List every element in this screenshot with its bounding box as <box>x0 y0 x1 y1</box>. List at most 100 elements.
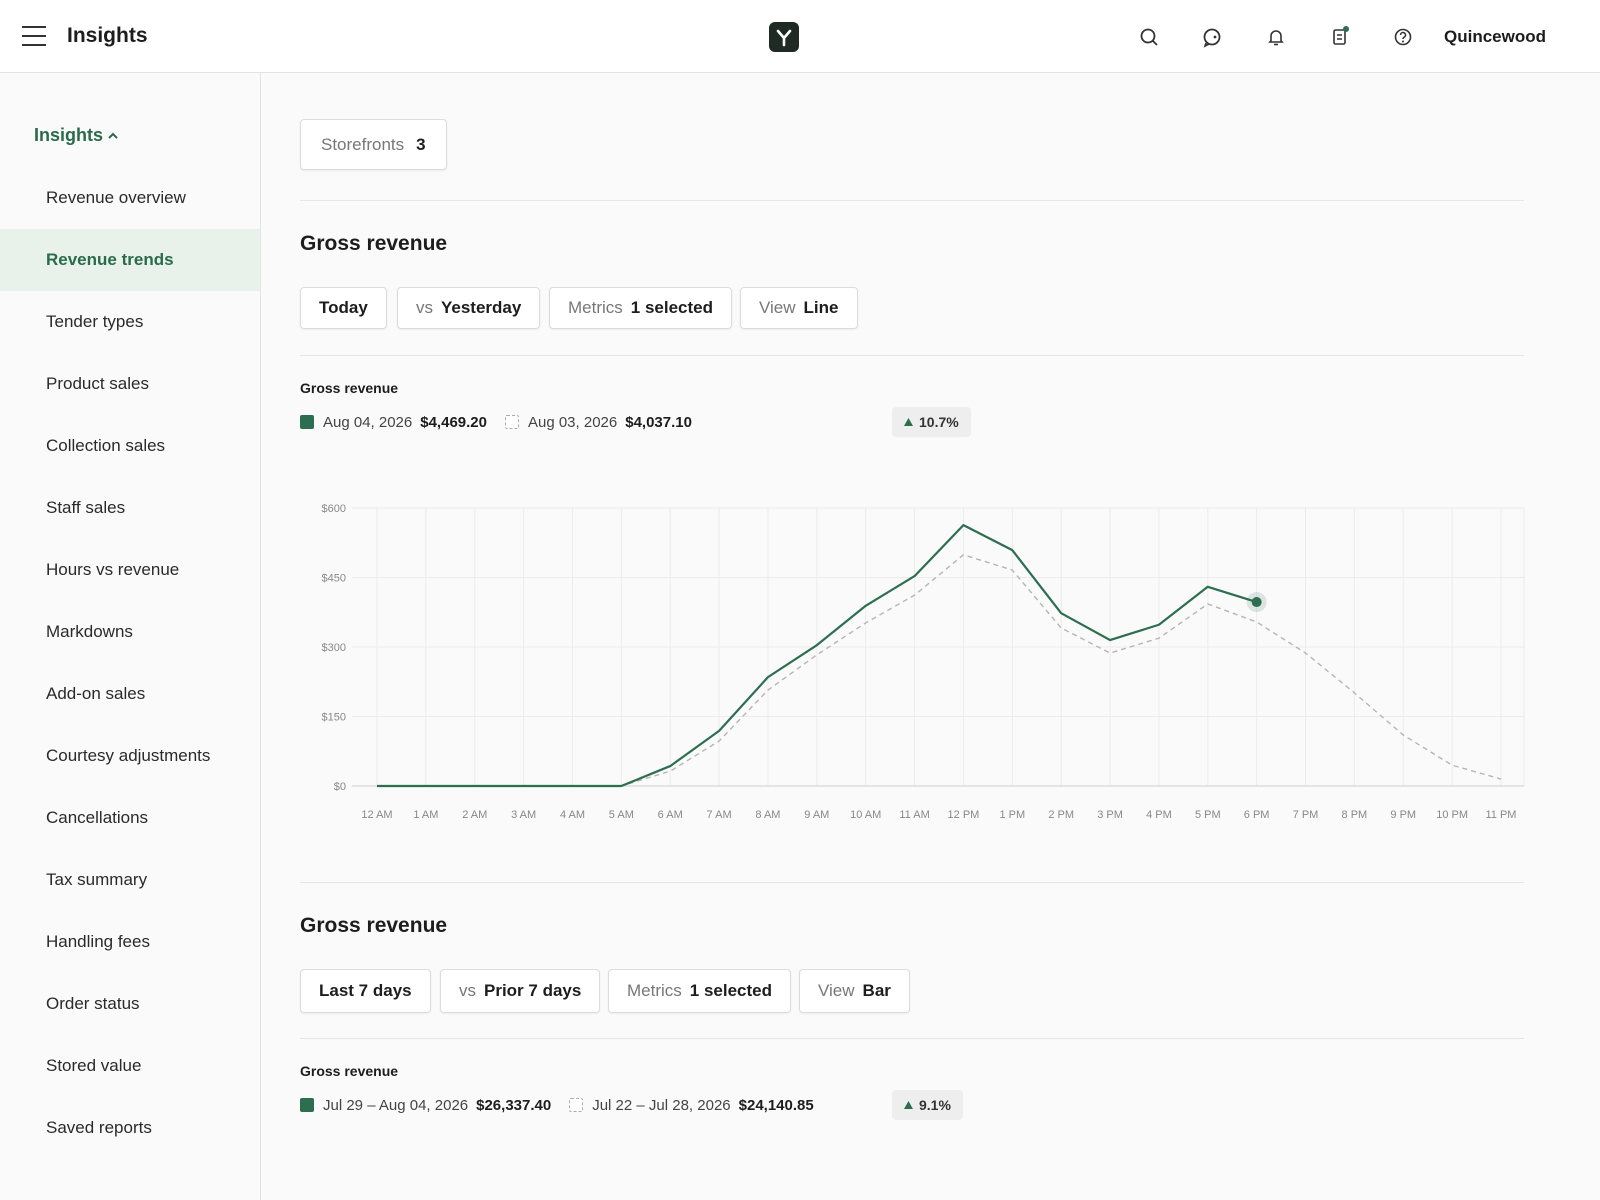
nav-item[interactable]: Tax summary <box>46 870 148 889</box>
logo[interactable] <box>769 22 799 52</box>
nav-item[interactable]: Stored value <box>46 1056 142 1075</box>
filter-label: vs <box>459 981 476 1000</box>
x-tick-label: 1 AM <box>413 809 438 821</box>
bell-icon[interactable] <box>1268 30 1284 46</box>
search-icon[interactable] <box>1140 28 1158 46</box>
filter-value: Line <box>803 298 839 317</box>
nav-item[interactable]: Revenue trends <box>0 229 260 291</box>
filter-button[interactable]: vs Yesterday <box>397 287 541 329</box>
legend-total: $26,337.40 <box>476 1096 552 1114</box>
x-tick-label: 7 PM <box>1293 809 1319 821</box>
x-tick-label: 12 AM <box>361 809 392 821</box>
y-tick-label: $150 <box>322 712 346 724</box>
filter-button[interactable]: vs Prior 7 days <box>440 969 601 1013</box>
orders-icon[interactable] <box>1333 26 1349 45</box>
nav-item[interactable]: Markdowns <box>46 622 133 641</box>
divider <box>300 1038 1524 1039</box>
nav-item[interactable]: Saved reports <box>46 1118 152 1137</box>
legend-swatch <box>569 1098 584 1112</box>
icon-bar <box>1140 26 1412 48</box>
filter-label: Metrics <box>568 298 623 317</box>
legend: Aug 04, 2026 $4,469.20 Aug 03, 2026 $4,037.… <box>300 412 710 432</box>
filter-button[interactable]: Metrics 1 selected <box>608 969 792 1013</box>
help-icon[interactable] <box>1394 28 1412 46</box>
divider <box>300 200 1524 201</box>
filter-value: Prior 7 days <box>484 981 582 1000</box>
filter-value: 3 <box>416 134 426 154</box>
filter-value: Yesterday <box>441 298 522 317</box>
nav-section[interactable]: Insights <box>34 125 104 145</box>
divider <box>300 882 1524 883</box>
x-tick-label: 9 AM <box>804 809 829 821</box>
nav-item[interactable]: Product sales <box>46 374 149 393</box>
legend-title: Gross revenue <box>300 1063 399 1079</box>
nav-item[interactable]: Cancellations <box>46 808 149 827</box>
filter-value: 1 selected <box>689 981 773 1000</box>
y-tick-label: $450 <box>322 573 346 585</box>
filter-button[interactable]: View Line <box>740 287 858 329</box>
hover-point <box>1251 597 1262 608</box>
legend-swatch <box>504 415 519 429</box>
menu-button[interactable] <box>20 24 48 48</box>
up-arrow-shape <box>904 418 913 426</box>
filter-value: Bar <box>862 981 891 1000</box>
legend-item: Jul 22 – Jul 28, 2026 $24,140.85 <box>569 1097 814 1114</box>
change-badge: 10.7% <box>892 407 971 437</box>
nav-item[interactable]: Collection sales <box>46 436 166 455</box>
legend-item: Aug 03, 2026 $4,037.10 <box>504 413 692 431</box>
nav-item[interactable]: Revenue overview <box>46 188 186 207</box>
filter-value: 1 selected <box>630 298 714 317</box>
x-tick-label: 2 PM <box>1048 809 1074 821</box>
user-name[interactable]: Quincewood <box>1444 27 1546 46</box>
nav-item[interactable]: Courtesy adjustments <box>46 746 211 765</box>
filter-label: View <box>818 981 855 1000</box>
change-value: 10.7% <box>919 414 959 430</box>
legend-total: $24,140.85 <box>738 1096 814 1114</box>
nav-item[interactable]: Add-on sales <box>46 684 146 703</box>
legend-name: Aug 03, 2026 <box>527 413 618 431</box>
up-arrow <box>904 1101 913 1109</box>
page-title: Insights <box>67 24 148 47</box>
filter-button[interactable]: Metrics 1 selected <box>549 287 733 329</box>
x-tick-label: 10 PM <box>1436 809 1468 821</box>
nav-item[interactable]: Handling fees <box>46 932 150 951</box>
chevron-up[interactable] <box>106 129 120 143</box>
nav-item[interactable]: Order status <box>46 994 140 1013</box>
x-tick-label: 6 AM <box>658 809 683 821</box>
nav-item[interactable]: Tender types <box>46 312 144 331</box>
legend-swatch <box>300 415 314 429</box>
filter-label: Metrics <box>627 981 682 1000</box>
legend: Jul 29 – Aug 04, 2026 $26,337.40 Jul 22 – … <box>300 1095 832 1115</box>
section-title: Gross revenue <box>300 232 448 255</box>
up-arrow-shape <box>904 1101 913 1109</box>
x-tick-label: 11 PM <box>1486 809 1517 821</box>
x-tick-label: 4 AM <box>560 809 585 821</box>
legend-name: Jul 29 – Aug 04, 2026 <box>323 1096 469 1114</box>
x-tick-label: 4 PM <box>1146 809 1172 821</box>
nav-item[interactable]: Hours vs revenue <box>46 560 180 579</box>
change-badge: 9.1% <box>892 1090 963 1120</box>
up-arrow <box>904 418 913 426</box>
x-tick-label: 11 AM <box>899 809 929 821</box>
nav-item[interactable]: Staff sales <box>46 498 126 517</box>
legend-swatch <box>300 1098 314 1112</box>
legend-title: Gross revenue <box>300 380 399 396</box>
filter-button[interactable]: Today <box>300 287 387 329</box>
x-tick-label: 8 AM <box>755 809 780 821</box>
x-tick-label: 8 PM <box>1342 809 1368 821</box>
legend-item: Jul 29 – Aug 04, 2026 $26,337.40 <box>300 1097 551 1114</box>
y-tick-label: $300 <box>322 642 346 654</box>
filter-button[interactable]: View Bar <box>799 969 910 1013</box>
chat-icon[interactable] <box>1203 28 1221 48</box>
filter-label: vs <box>416 298 433 317</box>
filter-value: Today <box>319 298 368 317</box>
series-line <box>377 554 1502 787</box>
series-line <box>377 524 1257 788</box>
filter-button[interactable]: Last 7 days <box>300 969 431 1013</box>
x-tick-label: 3 PM <box>1097 809 1123 821</box>
x-tick-label: 12 PM <box>948 809 980 821</box>
y-tick-label: $0 <box>334 781 346 793</box>
storefront-filter[interactable]: Storefronts 3 <box>300 119 447 170</box>
